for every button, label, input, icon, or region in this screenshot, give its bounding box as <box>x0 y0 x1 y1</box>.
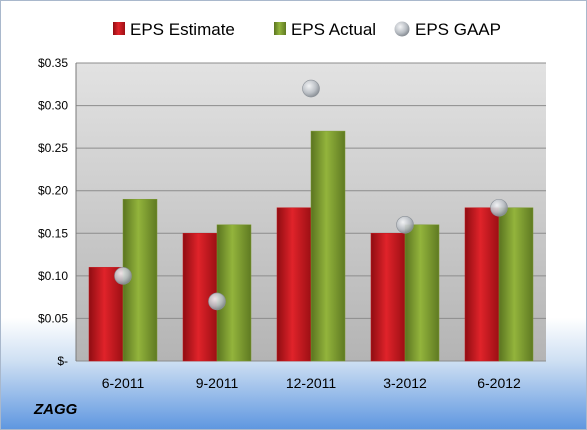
bar-eps-estimate <box>276 207 312 362</box>
legend: EPS Estimate EPS Actual EPS GAAP <box>113 20 501 39</box>
gaap-markers <box>114 79 508 311</box>
y-tick-label: $0.20 <box>38 184 68 198</box>
bar-eps-actual <box>498 207 534 362</box>
y-tick-label: $0.25 <box>38 141 68 155</box>
bar-eps-actual <box>216 224 252 362</box>
legend-item-actual: EPS Actual <box>274 20 376 39</box>
y-tick-label: $0.05 <box>38 311 68 325</box>
x-tick-label: 6-2012 <box>477 375 521 391</box>
legend-label-estimate: EPS Estimate <box>130 20 235 39</box>
y-axis-ticks: $- $0.05 $0.10 $0.15 $0.20 $0.25 $0.30 $0.35 <box>38 56 68 368</box>
marker-eps-gaap <box>396 215 414 234</box>
legend-swatch-gaap <box>394 21 410 37</box>
company-name: ZAGG <box>34 401 78 418</box>
legend-label-actual: EPS Actual <box>291 20 376 39</box>
legend-swatch-estimate <box>113 22 125 35</box>
legend-label-gaap: EPS GAAP <box>415 20 501 39</box>
bar-eps-estimate <box>88 267 124 362</box>
x-tick-label: 9-2011 <box>196 375 239 391</box>
x-tick-label: 6-2011 <box>102 375 145 391</box>
marker-eps-gaap <box>490 198 508 217</box>
marker-eps-gaap <box>302 79 320 98</box>
y-tick-label: $0.10 <box>38 269 68 283</box>
bar-eps-actual <box>404 224 440 362</box>
x-tick-label: 3-2012 <box>383 375 427 391</box>
bar-eps-actual <box>310 130 346 362</box>
y-tick-label: $0.35 <box>38 56 68 70</box>
legend-item-gaap: EPS GAAP <box>394 20 501 39</box>
bar-eps-estimate <box>370 233 406 362</box>
y-tick-label: $- <box>57 354 68 368</box>
marker-eps-gaap <box>114 267 132 285</box>
bar-eps-estimate <box>464 207 500 362</box>
x-tick-label: 12-2011 <box>286 375 337 391</box>
marker-eps-gaap <box>208 292 226 311</box>
y-tick-label: $0.30 <box>38 99 68 113</box>
bars <box>88 130 534 362</box>
y-tick-label: $0.15 <box>38 226 68 240</box>
legend-swatch-actual <box>274 22 286 35</box>
x-axis-ticks: 6-2011 9-2011 12-2011 3-2012 6-2012 <box>102 375 521 391</box>
legend-item-estimate: EPS Estimate <box>113 20 235 39</box>
